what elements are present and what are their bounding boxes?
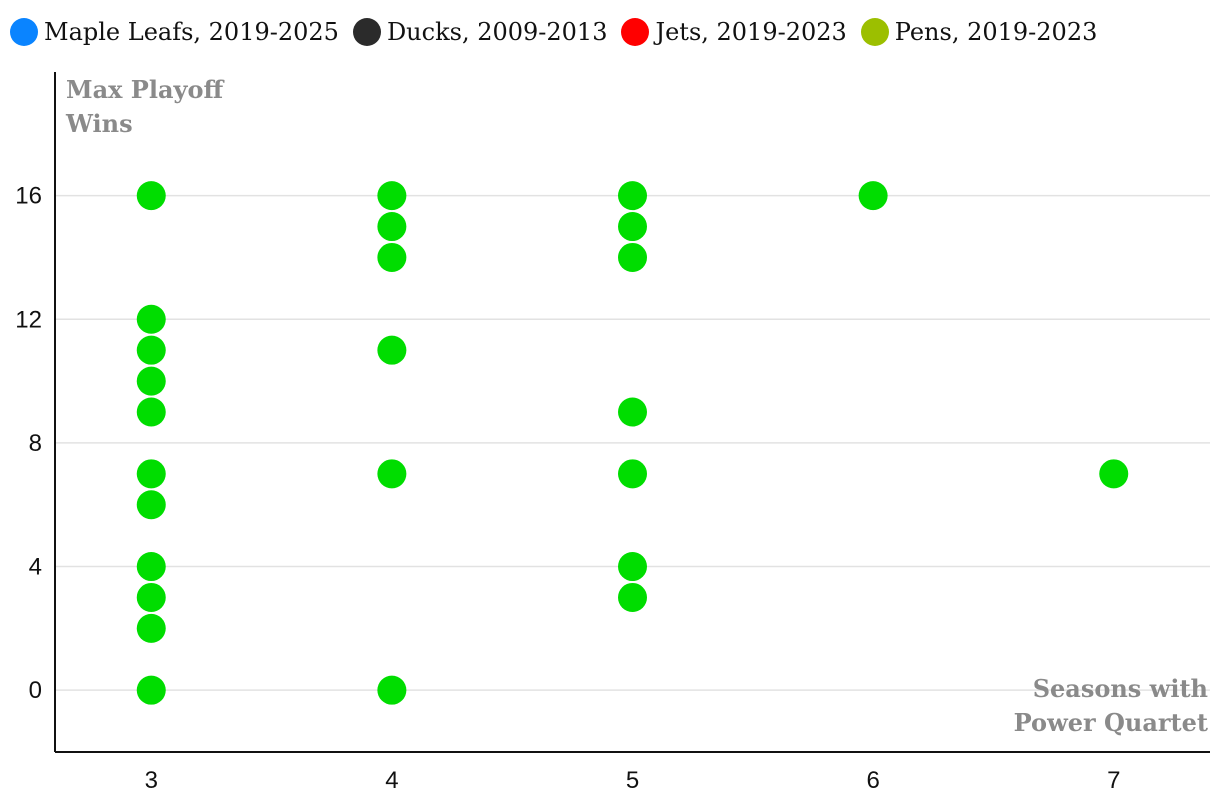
y-tick-label: 8: [29, 430, 42, 457]
data-point: [136, 582, 166, 612]
legend-swatch: [621, 18, 650, 46]
data-point: [618, 181, 647, 211]
legend-label: Ducks, 2009-2013: [386, 18, 608, 46]
data-points: [136, 181, 1129, 705]
y-tick-label: 12: [15, 306, 42, 333]
data-point: [618, 582, 647, 612]
data-point: [136, 181, 166, 211]
legend-swatch: [10, 18, 38, 46]
data-point: [136, 335, 166, 365]
data-point: [618, 552, 647, 582]
y-tick-label: 16: [15, 183, 42, 210]
y-tick-label: 0: [29, 677, 42, 704]
data-point: [377, 459, 407, 489]
data-point: [618, 459, 647, 489]
data-point: [1099, 459, 1129, 489]
data-point: [858, 181, 888, 211]
data-point: [377, 212, 407, 242]
legend-item: Ducks, 2009-2013: [352, 18, 608, 46]
data-point: [136, 675, 166, 705]
x-axis-title: Seasons with: [1033, 674, 1208, 703]
data-point: [377, 181, 407, 211]
x-tick-label: 7: [1107, 767, 1120, 794]
legend-item: Pens, 2019-2023: [860, 18, 1098, 46]
legend-label: Jets, 2019-2023: [655, 18, 847, 46]
data-point: [136, 459, 166, 489]
legend-swatch: [860, 18, 889, 46]
data-point: [377, 675, 407, 705]
data-point: [136, 397, 166, 427]
data-point: [377, 242, 407, 272]
legend-label: Pens, 2019-2023: [894, 18, 1098, 46]
data-point: [618, 242, 647, 272]
legend-label: Maple Leafs, 2019-2025: [44, 18, 339, 46]
data-point: [136, 613, 166, 643]
data-point: [618, 212, 647, 242]
data-point: [136, 552, 166, 582]
x-tick-label: 6: [866, 767, 879, 794]
data-point: [136, 490, 166, 520]
data-point: [618, 397, 647, 427]
y-axis-title: Max Playoff: [66, 75, 224, 104]
axes: [54, 72, 1210, 753]
legend-swatch: [352, 18, 381, 46]
y-tick-label: 4: [29, 554, 42, 581]
legend: Maple Leafs, 2019-2025 Ducks, 2009-2013 Je…: [10, 12, 1111, 52]
legend-item: Jets, 2019-2023: [621, 18, 847, 46]
data-point: [377, 335, 407, 365]
x-tick-label: 5: [626, 767, 639, 794]
data-point: [136, 304, 166, 334]
legend-item: Maple Leafs, 2019-2025: [10, 18, 339, 46]
data-point: [136, 366, 166, 396]
x-axis-title: Power Quartet: [1014, 708, 1208, 737]
x-tick-label: 3: [145, 767, 158, 794]
y-axis-title: Wins: [65, 109, 133, 138]
axis-labels: 0 4 8 12 16 3 4 5 6 7 Max Playoff Wins Seasons with P…: [15, 75, 1208, 794]
x-tick-label: 4: [385, 767, 398, 794]
